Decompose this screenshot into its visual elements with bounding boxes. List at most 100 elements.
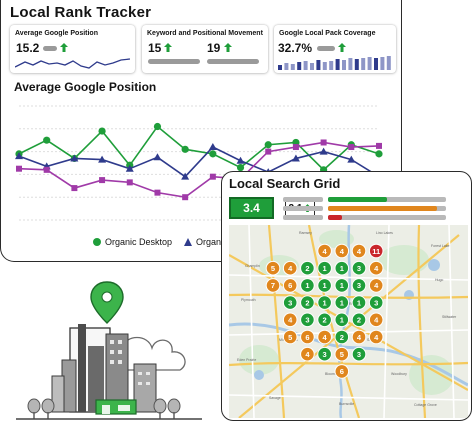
grid-rank-pin[interactable]: 3 (282, 295, 298, 310)
data-point (70, 154, 79, 162)
data-point (236, 156, 245, 164)
stat-card-keyword-movement[interactable]: Keyword and Positional Movement 15 19 (142, 25, 268, 73)
grid-rank-pin[interactable]: 2 (300, 295, 315, 310)
grid-rank-pin[interactable]: 4 (351, 329, 367, 345)
data-point (15, 152, 23, 160)
coverage-bar (278, 65, 282, 70)
grid-rank-pin[interactable]: 4 (368, 312, 384, 328)
coverage-bar (284, 63, 289, 70)
grid-rank-label: 4 (357, 247, 362, 256)
grid-rank-pin[interactable]: 2 (351, 312, 367, 328)
grid-rank-label: 5 (340, 350, 344, 359)
grid-rank-pin[interactable]: 1 (334, 312, 350, 328)
map-city-label: Savage (269, 396, 281, 400)
grid-rank-pin[interactable]: 3 (351, 260, 367, 276)
data-point (126, 179, 133, 186)
grid-rank-label: 3 (357, 350, 361, 359)
grid-rank-pin[interactable]: 4 (282, 312, 298, 328)
grid-rank-pin[interactable]: 3 (351, 278, 367, 293)
park-area (379, 245, 429, 275)
grid-rank-pin[interactable]: 3 (368, 295, 384, 310)
grid-rank-pin[interactable]: 6 (334, 364, 350, 379)
grid-rank-pin[interactable]: 4 (368, 329, 384, 345)
grid-rank-pin[interactable]: 1 (317, 260, 332, 276)
grid-rank-pin[interactable]: 1 (334, 278, 350, 293)
grid-rank-pin[interactable]: 1 (351, 295, 367, 310)
grid-rank-label: 4 (357, 333, 362, 342)
coverage-bar (335, 59, 340, 70)
park-area (319, 230, 354, 248)
grid-rank-pin[interactable]: 3 (300, 312, 315, 328)
stat-value-down: 19 (207, 41, 221, 55)
grid-rank-label: 3 (305, 316, 309, 325)
map-city-label: Plymouth (241, 298, 256, 302)
grid-score-badge[interactable]: 3.4 (229, 197, 274, 219)
grid-rank-pin[interactable]: 1 (334, 295, 350, 310)
grid-rank-pin[interactable]: 1 (317, 278, 332, 293)
coverage-bar (380, 57, 385, 70)
coverage-bar (367, 57, 372, 70)
grid-rank-pin[interactable]: 4 (351, 243, 367, 259)
grid-rank-pin[interactable]: 11 (368, 243, 384, 259)
data-point (125, 164, 134, 172)
stat-value-up: 15 (148, 41, 162, 55)
data-point (153, 153, 162, 161)
data-point (320, 139, 327, 146)
stat-pill (148, 59, 200, 64)
map-city-label: Hugo (435, 278, 443, 282)
grid-rank-pin[interactable]: 4 (300, 346, 315, 362)
stat-card-local-pack[interactable]: Google Local Pack Coverage 32.7% (274, 25, 396, 73)
grid-rank-pin[interactable]: 2 (334, 329, 350, 345)
coverage-bar (310, 63, 314, 70)
grid-rank-label: 3 (357, 281, 361, 290)
grid-rank-label: 4 (288, 316, 293, 325)
grid-rank-label: 1 (340, 281, 344, 290)
grid-rank-pin[interactable]: 1 (334, 260, 350, 276)
grid-rank-pin[interactable]: 4 (368, 260, 384, 276)
grid-rank-pin[interactable]: 6 (300, 329, 315, 345)
grid-rank-pin[interactable]: 4 (334, 243, 350, 259)
grid-rank-pin[interactable]: 4 (368, 278, 384, 293)
data-point (265, 148, 272, 155)
data-point (376, 142, 382, 149)
grid-rank-label: 6 (288, 281, 292, 290)
map-city-label: Champlin (245, 264, 260, 268)
grid-rank-pin[interactable]: 2 (300, 260, 315, 276)
highway (267, 225, 286, 418)
data-point (181, 172, 190, 180)
legend-marker-triangle (184, 238, 193, 246)
building (133, 363, 157, 413)
grid-rank-pin[interactable]: 4 (317, 329, 332, 345)
data-point (43, 136, 51, 144)
data-point (319, 147, 328, 155)
grid-rank-pin[interactable]: 5 (282, 329, 298, 345)
bar-fill (328, 206, 437, 211)
grid-rank-pin[interactable]: 5 (334, 346, 350, 362)
grid-rank-label: 3 (374, 298, 378, 307)
grid-rank-pin[interactable]: 1 (317, 295, 332, 310)
map-city-label: Burnsville (339, 402, 354, 406)
data-point (99, 177, 106, 184)
building (88, 346, 104, 412)
grid-rank-pin[interactable]: 5 (265, 260, 281, 276)
grid-rank-label: 4 (305, 350, 310, 359)
grid-rank-label: 1 (340, 316, 344, 325)
highway (238, 234, 460, 418)
sparkline (15, 58, 130, 69)
grid-rank-pin[interactable]: 2 (317, 312, 332, 328)
grid-rank-label: 1 (340, 264, 344, 273)
grid-rank-pin[interactable]: 3 (317, 346, 332, 362)
map-city-label: Forest Lake (431, 244, 450, 248)
stat-label: Average Google Position (15, 30, 98, 37)
grid-rank-label: 4 (323, 333, 328, 342)
grid-rank-pin[interactable]: 4 (317, 243, 332, 259)
data-point (182, 194, 189, 201)
grid-rank-pin[interactable]: 4 (282, 260, 298, 276)
stat-card-average-position[interactable]: Average Google Position 15.2 (10, 25, 135, 73)
grid-rank-pin[interactable]: 3 (351, 346, 367, 362)
grid-rank-pin[interactable]: 7 (265, 278, 281, 293)
grid-rank-pin[interactable]: 1 (300, 278, 315, 293)
grid-rank-pin[interactable]: 6 (282, 278, 298, 293)
